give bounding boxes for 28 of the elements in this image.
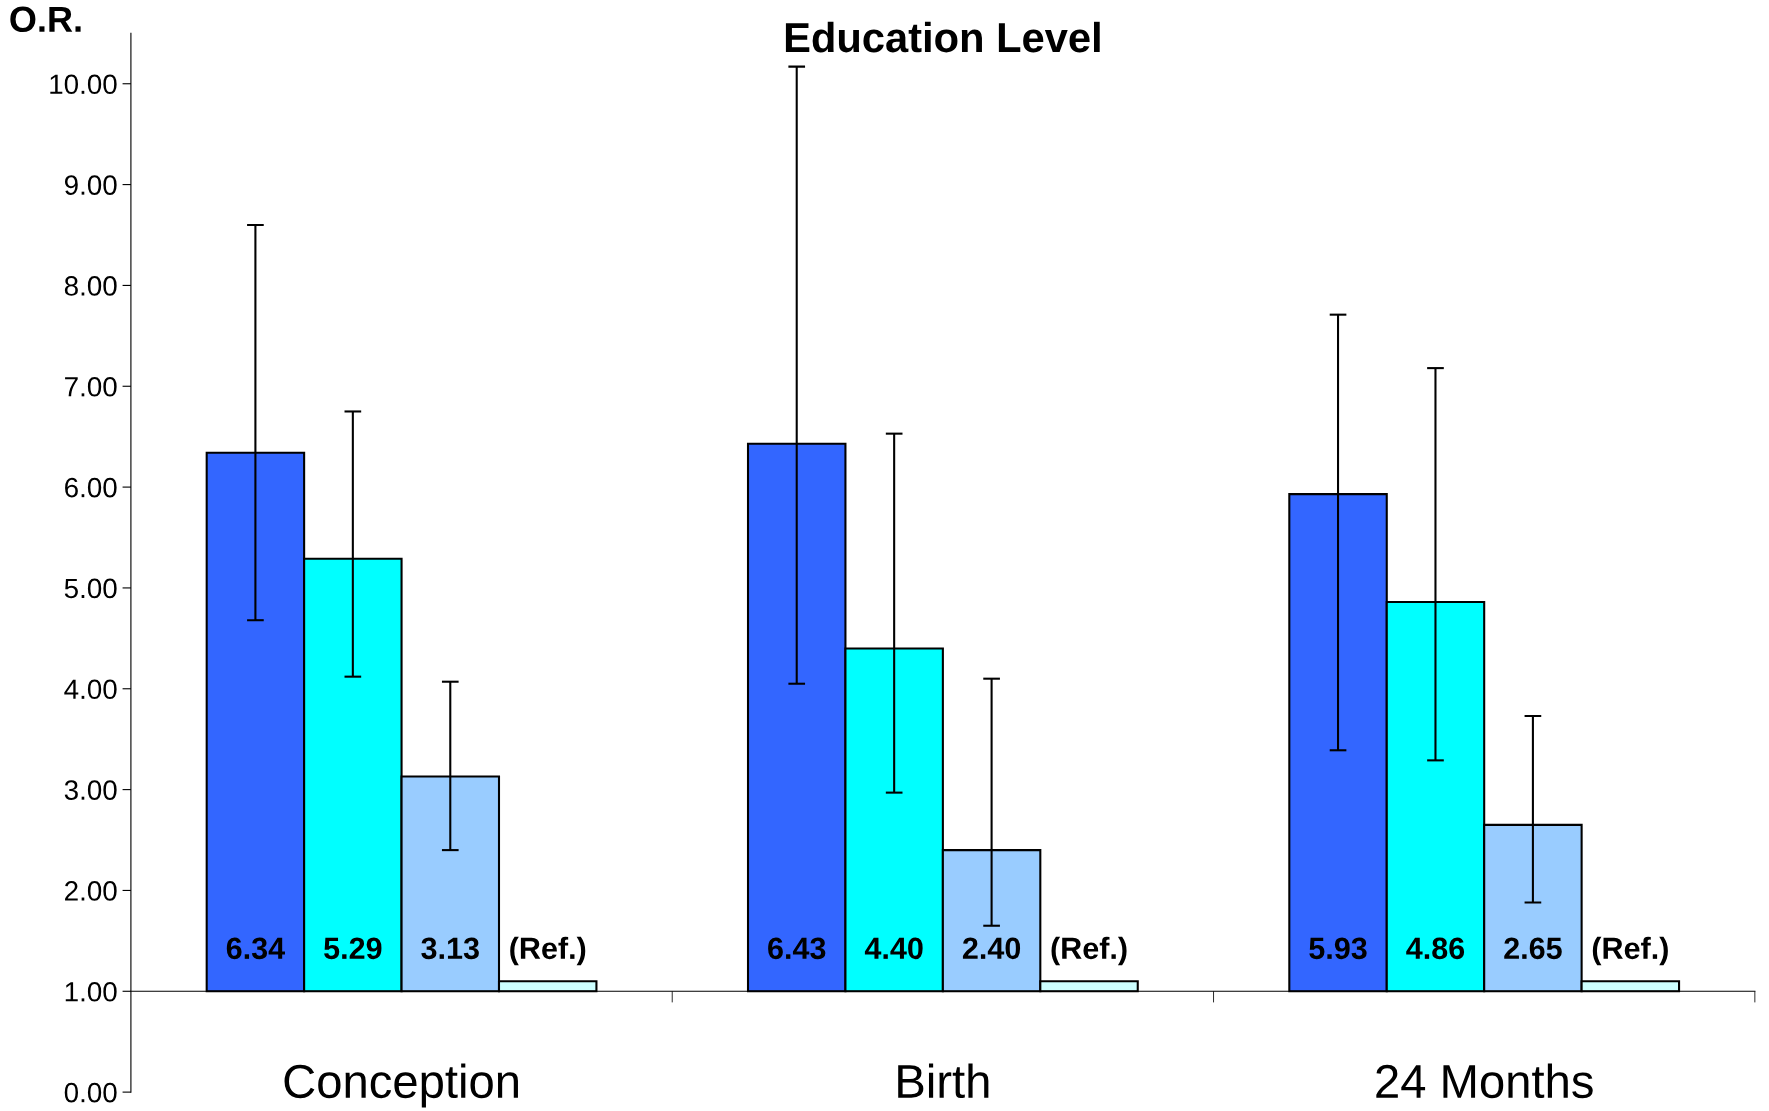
y-tick-label: 4.00	[64, 679, 117, 700]
y-tick-label: 1.00	[65, 981, 117, 1002]
y-tick-label: 6.00	[65, 477, 117, 498]
data-label: 5.93	[1309, 937, 1367, 960]
data-label: (Ref.)	[1592, 936, 1668, 966]
y-tick-label: 3.00	[64, 780, 117, 800]
data-label: 4.40	[864, 937, 923, 960]
y-tick-label: 5.00	[64, 578, 117, 599]
data-label: 2.40	[962, 937, 1021, 960]
data-label: 6.43	[768, 937, 826, 960]
data-label: 5.29	[324, 937, 382, 960]
data-label: (Ref.)	[1051, 936, 1127, 966]
y-tick-label: 8.00	[64, 276, 117, 296]
data-label: 4.86	[1406, 937, 1465, 960]
y-tick-label: 7.00	[65, 376, 117, 397]
x-tick-label: Birth	[898, 1063, 989, 1099]
data-label: 2.65	[1504, 937, 1562, 960]
y-tick-label: 9.00	[64, 175, 117, 195]
y-axis-title: O.R.	[10, 6, 81, 33]
y-tick-label: 2.00	[65, 881, 117, 901]
data-label: 6.34	[226, 937, 285, 960]
data-label: (Ref.)	[510, 936, 586, 966]
chart-title: Education Level	[785, 21, 1100, 53]
y-tick-label: 0.00	[64, 1082, 117, 1103]
x-tick-label: Conception	[284, 1063, 518, 1108]
data-label: 3.13	[421, 937, 479, 960]
y-tick-label: 10.00	[50, 74, 117, 95]
x-tick-label: 24 Months	[1376, 1063, 1593, 1099]
